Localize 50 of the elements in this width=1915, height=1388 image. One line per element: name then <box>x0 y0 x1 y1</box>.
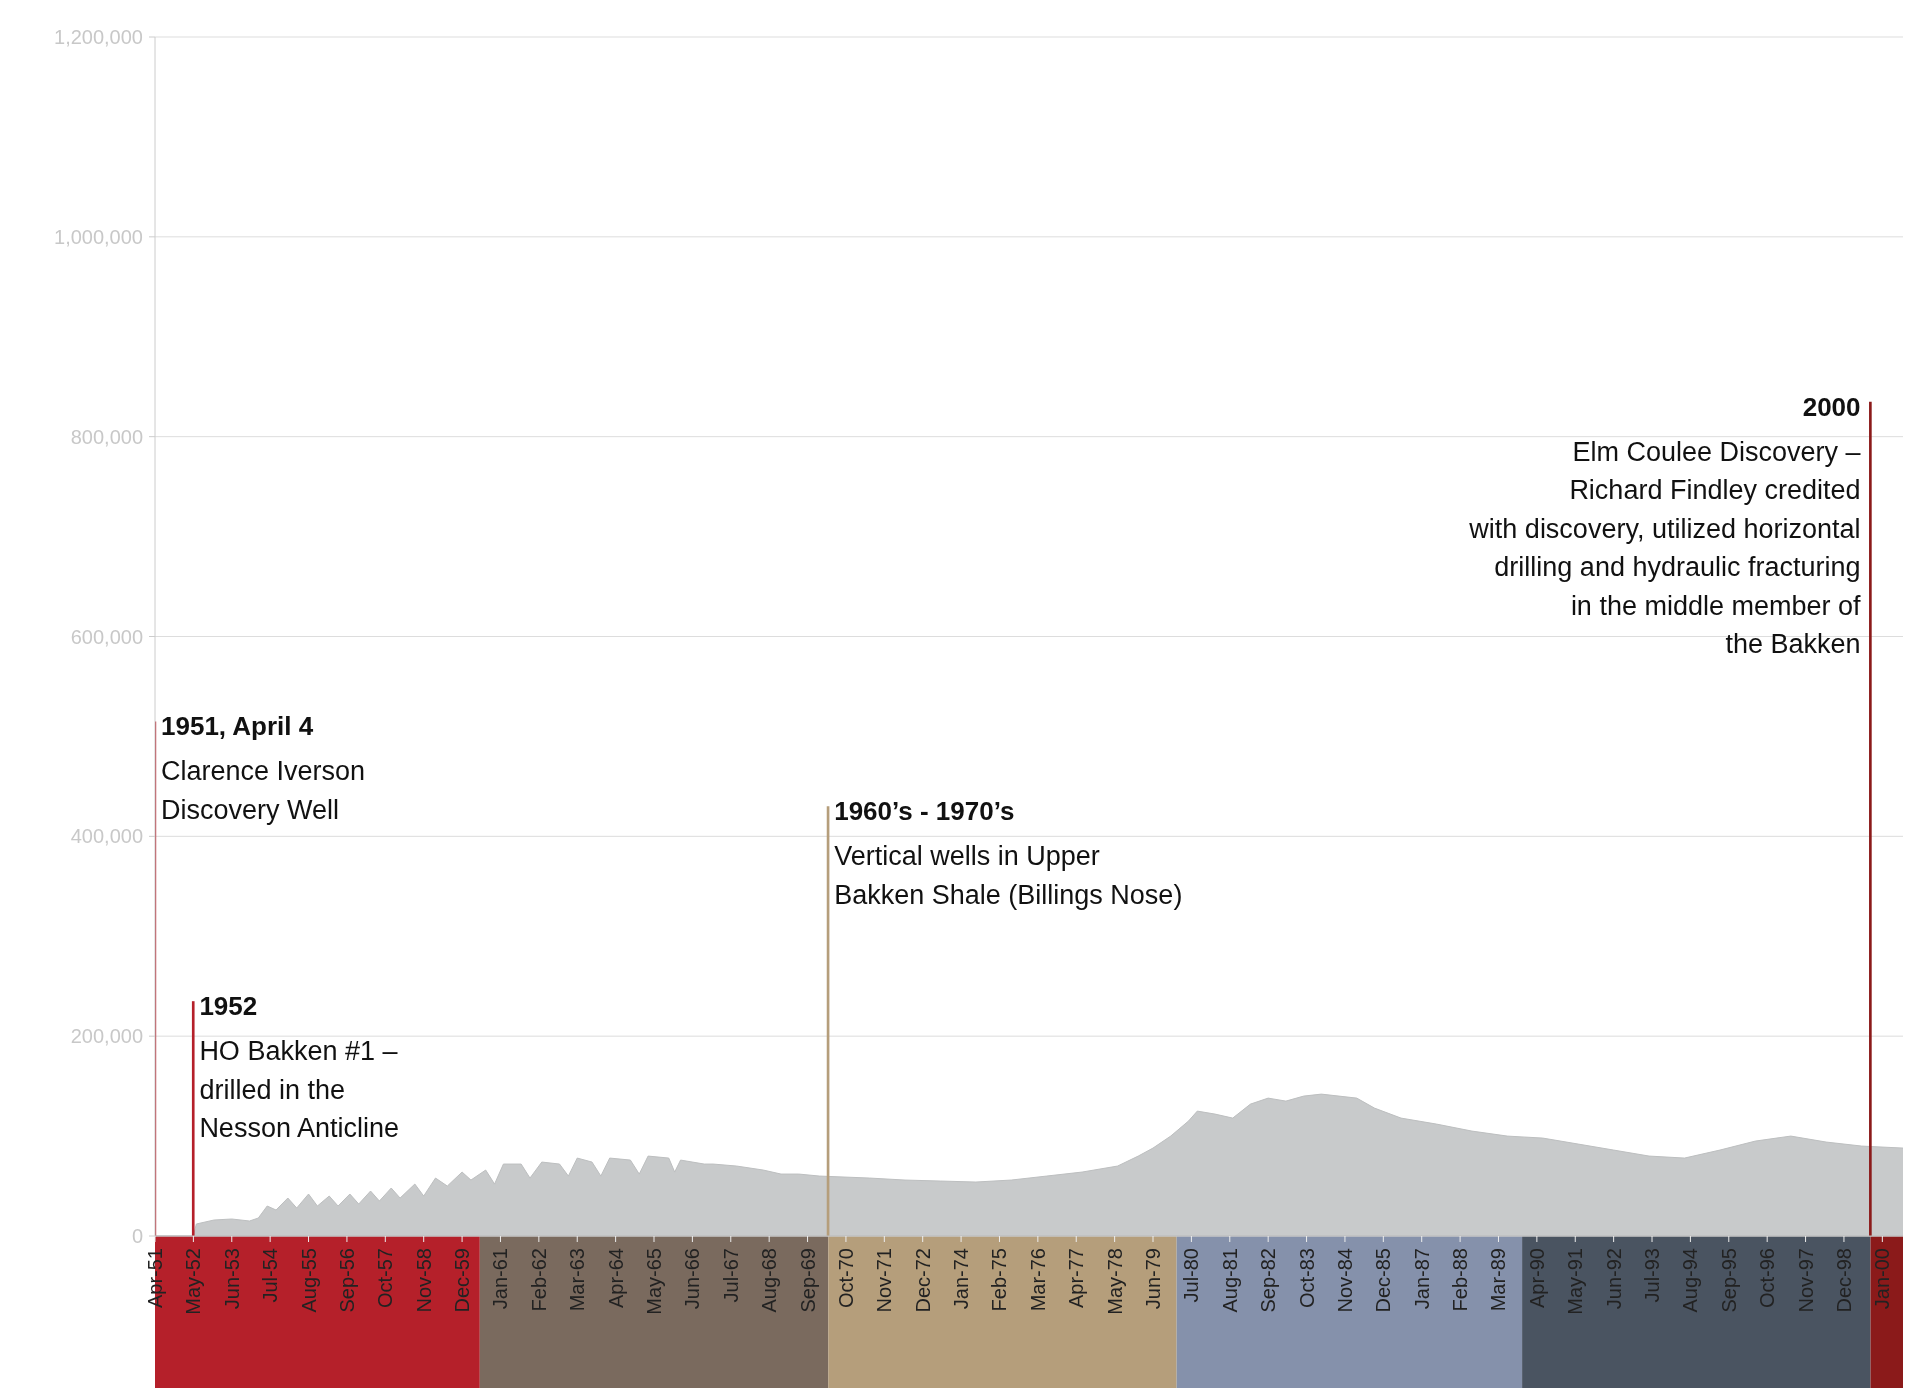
x-tick-label: May-52 <box>182 1248 205 1315</box>
x-tick-label: Apr-77 <box>1065 1248 1088 1309</box>
x-tick-label: Apr-90 <box>1525 1248 1548 1309</box>
annotation: 1951, April 4 Clarence Iverson Discovery Well <box>161 711 366 825</box>
x-tick-label: Feb-75 <box>988 1248 1011 1312</box>
x-tick-label: May-91 <box>1564 1248 1587 1315</box>
x-tick-label: Jan-74 <box>950 1248 973 1310</box>
x-tick-label: Feb-62 <box>527 1248 550 1312</box>
x-tick-label: Apr-51 <box>144 1248 166 1309</box>
x-tick-label: Mar-63 <box>566 1248 589 1312</box>
x-tick-label: Mar-76 <box>1026 1248 1049 1312</box>
x-tick-label: Feb-88 <box>1449 1248 1472 1312</box>
x-tick-label: Jan-00 <box>1871 1248 1894 1310</box>
annotation: 1960’s - 1970’s Vertical wells in Upper Bakken Shale (Billings Nose) <box>834 796 1183 910</box>
x-tick-label: Jan-61 <box>489 1248 512 1310</box>
x-tick-label: Oct-96 <box>1756 1248 1779 1309</box>
x-tick-label: Nov-84 <box>1333 1248 1356 1313</box>
x-tick-label: Jan-87 <box>1410 1248 1433 1310</box>
x-tick-label: Dec-72 <box>911 1248 934 1313</box>
x-tick-label: Oct-83 <box>1295 1248 1318 1309</box>
annotation: 1952 HO Bakken #1 – drilled in the Nesson Anticline <box>199 991 400 1144</box>
x-tick-label: Jun-66 <box>681 1248 704 1310</box>
annotation: 2000 Elm Coulee Discovery – Richard Findley credited with discovery, utilized horizontal drilling and hydraulic fracturing in the middle member of the Bakken <box>1468 391 1862 660</box>
x-tick-label: May-78 <box>1103 1248 1126 1315</box>
x-tick-label: Oct-70 <box>834 1248 857 1309</box>
x-tick-label: Sep-82 <box>1257 1248 1280 1313</box>
x-tick-label: Jun-79 <box>1142 1248 1165 1310</box>
x-tick-label: Apr-64 <box>604 1248 627 1309</box>
x-tick-label: May-65 <box>643 1248 666 1315</box>
x-tick-label: Jul-80 <box>1180 1248 1203 1303</box>
x-tick-label: Aug-68 <box>758 1248 781 1313</box>
x-tick-label: Nov-97 <box>1794 1248 1817 1313</box>
x-tick-label: Sep-56 <box>335 1248 358 1313</box>
x-tick-label: Mar-89 <box>1487 1248 1510 1312</box>
x-tick-label: Jul-67 <box>719 1248 742 1303</box>
x-tick-label: Aug-55 <box>297 1248 320 1313</box>
x-tick-label: Dec-85 <box>1372 1248 1395 1313</box>
x-tick-label: Jun-92 <box>1602 1248 1625 1310</box>
x-tick-label: Oct-57 <box>374 1248 397 1309</box>
x-tick-label: Sep-69 <box>796 1248 819 1313</box>
x-tick-label: Dec-98 <box>1832 1248 1855 1313</box>
x-tick-label: Aug-81 <box>1218 1248 1241 1313</box>
x-tick-label: Aug-94 <box>1679 1248 1702 1313</box>
x-tick-label: Nov-58 <box>412 1248 435 1313</box>
x-tick-label: Dec-59 <box>451 1248 474 1313</box>
x-tick-label: Jul-54 <box>259 1248 282 1303</box>
x-tick-label: Jun-53 <box>220 1248 243 1310</box>
x-tick-label: Nov-71 <box>873 1248 896 1313</box>
x-tick-label: Sep-95 <box>1717 1248 1740 1313</box>
x-tick-label: Jul-93 <box>1641 1248 1664 1303</box>
